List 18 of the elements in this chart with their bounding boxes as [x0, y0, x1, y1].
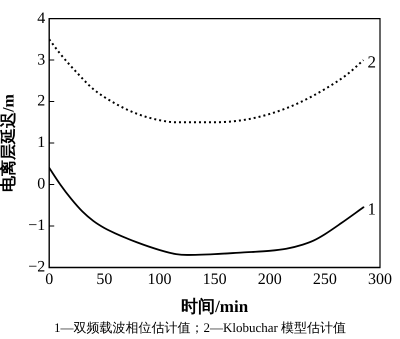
y-tick-label: 0: [37, 176, 46, 193]
y-tick-label: 2: [37, 92, 46, 110]
y-axis-title: 电离层延迟/m: [0, 93, 18, 192]
series-label: 2: [367, 52, 376, 72]
x-tick-label: 300: [368, 271, 392, 288]
y-tick-label: 3: [37, 51, 46, 68]
y-tick-label: −1: [28, 217, 46, 234]
x-tick-label: 250: [312, 271, 337, 288]
series-label: 1: [367, 200, 376, 219]
y-tick-label: 1: [37, 134, 46, 152]
x-tick-label: 150: [202, 271, 227, 288]
text: 1—双频载波相位估计值；2—Klobuchar 模型估计值: [52, 319, 348, 337]
x-axis-title: 时间/min: [181, 297, 249, 316]
x-tick-label: 100: [147, 271, 172, 288]
y-tick-label: 4: [37, 10, 46, 27]
x-tick-label: 200: [258, 271, 282, 288]
y-tick-label: −2: [28, 258, 46, 276]
x-tick-label: 50: [96, 271, 112, 288]
